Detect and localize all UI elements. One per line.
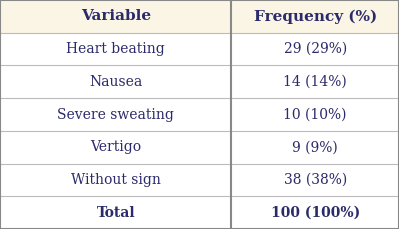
Bar — [0, 164, 399, 196]
Text: 14 (14%): 14 (14%) — [283, 75, 347, 89]
Text: 29 (29%): 29 (29%) — [284, 42, 347, 56]
Text: Without sign: Without sign — [71, 173, 161, 187]
Text: 10 (10%): 10 (10%) — [283, 107, 347, 122]
Text: Vertigo: Vertigo — [90, 140, 141, 154]
Bar — [0, 33, 399, 65]
Bar — [0, 0, 399, 33]
Text: Nausea: Nausea — [89, 75, 142, 89]
Text: Frequency (%): Frequency (%) — [254, 9, 377, 24]
Text: Variable: Variable — [81, 9, 151, 23]
Bar — [0, 65, 399, 98]
Text: 38 (38%): 38 (38%) — [284, 173, 347, 187]
Text: 9 (9%): 9 (9%) — [292, 140, 338, 154]
Bar — [0, 196, 399, 229]
Text: Total: Total — [97, 206, 135, 220]
Text: Heart beating: Heart beating — [66, 42, 165, 56]
Text: 100 (100%): 100 (100%) — [271, 206, 360, 220]
Bar — [0, 98, 399, 131]
Bar — [0, 131, 399, 164]
Text: Severe sweating: Severe sweating — [57, 107, 174, 122]
